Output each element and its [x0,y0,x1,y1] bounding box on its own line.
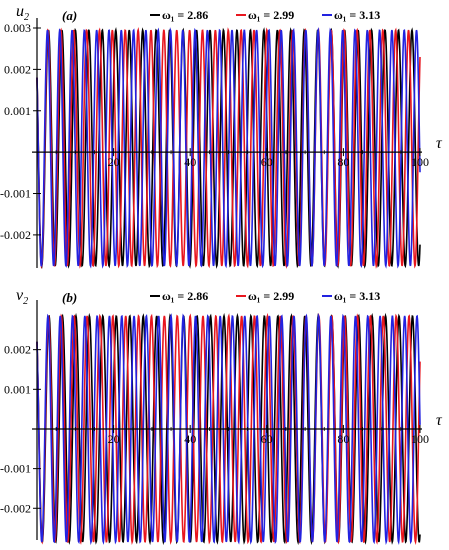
chart-panel-b: 20 40 60 80 100 0.002 0.001 -0.001 -0.002 v2 τ (b) ω… [0,287,443,546]
legend-entry: ω₁ = 2.86 [162,8,208,22]
legend-entry: ω₁ = 3.13 [334,8,380,22]
y-tick-label: 0.001 [4,104,31,118]
legend-entry: ω₁ = 2.99 [248,8,294,22]
series-line-3 [36,27,421,269]
legend-entry: ω₁ = 2.99 [248,289,294,303]
x-tick-label: 100 [411,155,429,169]
x-tick-label: 60 [261,432,273,446]
x-axis-label: τ [436,135,443,152]
x-tick-label: 80 [337,432,349,446]
x-tick-label: 40 [184,432,196,446]
y-tick-label: 0.002 [4,62,31,76]
y-tick-label: -0.002 [0,501,31,515]
y-axis-label: u2 [16,3,29,23]
x-tick-label: 20 [108,155,120,169]
x-tick-label: 80 [337,155,349,169]
legend-entry: ω₁ = 2.86 [162,289,208,303]
y-tick-label: -0.002 [0,228,31,242]
y-axis-label: v2 [16,287,28,307]
panel-label: (a) [62,8,77,23]
legend: ω₁ = 2.86 ω₁ = 2.99 ω₁ = 3.13 [150,8,380,22]
legend: ω₁ = 2.86 ω₁ = 2.99 ω₁ = 3.13 [150,289,380,303]
x-tick-label: 20 [108,432,120,446]
x-tick-label: 40 [184,155,196,169]
y-tick-label: 0.001 [4,382,31,396]
legend-entry: ω₁ = 3.13 [334,289,380,303]
y-tick-label: 0.002 [4,343,31,357]
panel-label: (b) [62,290,77,305]
y-tick-label: 0.003 [4,21,31,35]
x-axis-label: τ [436,412,443,429]
x-tick-label: 100 [411,432,429,446]
series-line-3 [36,313,421,546]
chart-panel-a: 20 40 60 80 100 0.003 0.002 0.001 -0.001 -0.002 u2… [0,3,443,270]
y-tick-label: -0.001 [0,462,31,476]
y-tick-label: -0.001 [0,187,31,201]
x-tick-label: 60 [261,155,273,169]
